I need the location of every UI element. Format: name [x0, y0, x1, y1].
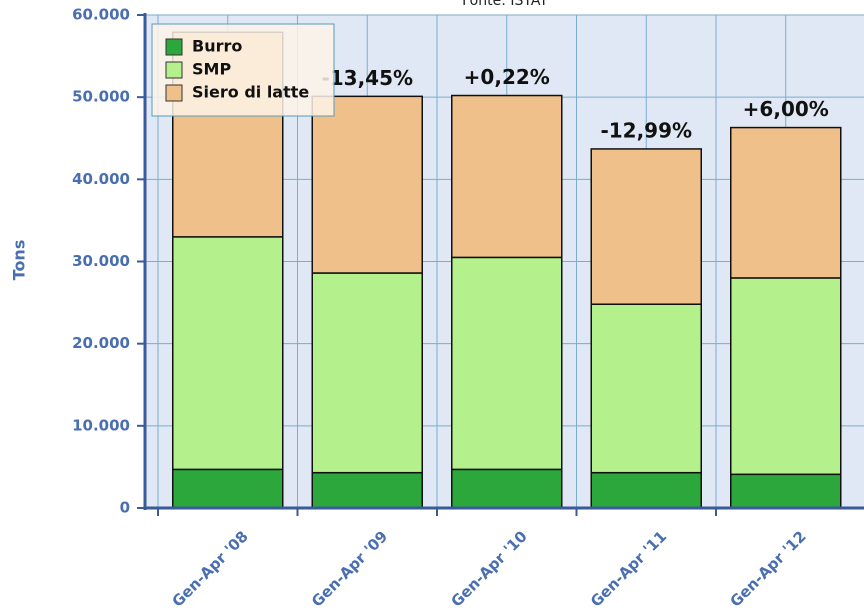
- bar-segment: [590, 303, 702, 474]
- bar-segment: [730, 277, 842, 476]
- legend-swatch: [165, 38, 183, 56]
- annotation: +6,00%: [743, 97, 829, 121]
- x-tick-label: Gen-Apr '09: [308, 527, 391, 610]
- bar-segment: [311, 471, 423, 509]
- bar-segment: [172, 468, 284, 509]
- bar-segment: [451, 468, 563, 509]
- bar-segment: [311, 272, 423, 474]
- legend-swatch: [165, 61, 183, 79]
- annotation: +0,22%: [464, 65, 550, 89]
- bar-segment: [590, 148, 702, 305]
- legend-label: SMP: [192, 60, 231, 79]
- y-tick-label: 40.000: [72, 170, 130, 188]
- y-tick-label: 10.000: [72, 416, 130, 434]
- legend: Burro SMP Siero di latte: [151, 23, 335, 117]
- y-tick-label: 50.000: [72, 88, 130, 106]
- legend-label: Burro: [192, 37, 242, 56]
- bar-segment: [730, 126, 842, 279]
- bar-segment: [451, 94, 563, 259]
- bar-segment: [311, 95, 423, 274]
- legend-swatch: [165, 84, 183, 102]
- x-tick-label: Gen-Apr '08: [168, 527, 251, 610]
- y-tick-label: 60.000: [72, 6, 130, 24]
- x-tick-label: Gen-Apr '10: [447, 527, 530, 610]
- bar-segment: [172, 236, 284, 471]
- annotation: -12,99%: [600, 118, 692, 142]
- y-tick-label: 20.000: [72, 334, 130, 352]
- bar-segment: [730, 473, 842, 509]
- bar-segment: [590, 471, 702, 509]
- y-axis-label: Tons: [10, 240, 29, 281]
- chart-subtitle: Fonte: ISTAT: [462, 0, 548, 9]
- legend-label: Siero di latte: [192, 83, 309, 102]
- y-tick-label: 30.000: [72, 252, 130, 270]
- y-tick-label: 0: [120, 499, 130, 517]
- bar-segment: [451, 256, 563, 471]
- annotation: -13,45%: [321, 66, 413, 90]
- x-tick-label: Gen-Apr '11: [587, 527, 670, 610]
- x-tick-label: Gen-Apr '12: [726, 527, 809, 610]
